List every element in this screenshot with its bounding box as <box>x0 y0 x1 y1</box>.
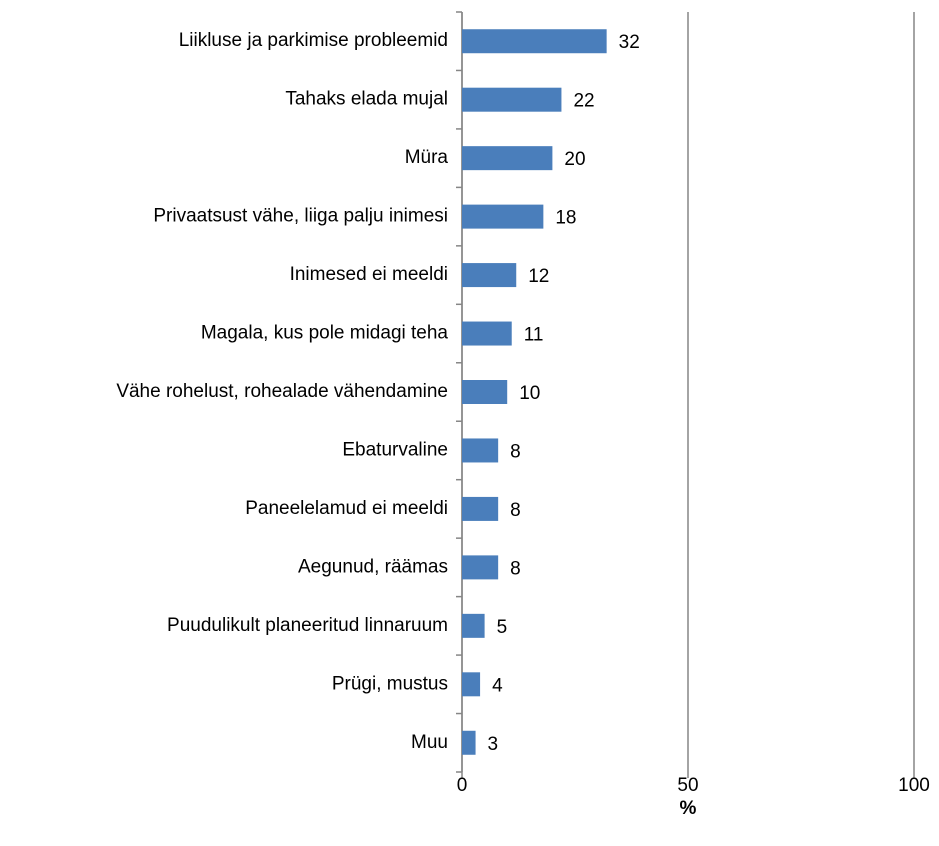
bar <box>462 321 512 346</box>
x-axis-label: % <box>680 798 697 819</box>
value-label: 18 <box>555 208 576 229</box>
y-tick-label: Magala, kus pole midagi teha <box>201 323 449 344</box>
y-tick-label: Privaatsust vähe, liiga palju inimesi <box>153 206 448 227</box>
bar <box>462 263 517 288</box>
y-tick-label: Inimesed ei meeldi <box>290 264 448 285</box>
y-tick-label: Paneelelamud ei meeldi <box>245 498 448 519</box>
y-tick-label: Prügi, mustus <box>332 673 448 694</box>
value-label: 12 <box>528 266 549 287</box>
value-label: 4 <box>492 675 503 696</box>
y-tick-label: Muu <box>411 732 448 753</box>
value-label: 8 <box>510 558 521 579</box>
bar <box>462 730 476 755</box>
bar <box>462 555 499 580</box>
value-label: 8 <box>510 500 521 521</box>
y-tick-label: Tahaks elada mujal <box>285 89 448 110</box>
bar <box>462 204 544 229</box>
bar <box>462 87 562 112</box>
value-label: 22 <box>573 91 594 112</box>
value-label: 20 <box>564 149 585 170</box>
y-tick-label: Liikluse ja parkimise probleemid <box>179 30 448 51</box>
x-tick-label: 0 <box>457 775 468 796</box>
value-label: 32 <box>619 32 640 53</box>
y-tick-label: Puudulikult planeeritud linnaruum <box>167 615 448 636</box>
bar <box>462 672 481 697</box>
value-label: 10 <box>519 383 540 404</box>
y-tick-label: Ebaturvaline <box>342 439 448 460</box>
y-tick-label: Aegunud, räämas <box>298 556 448 577</box>
bar <box>462 438 499 463</box>
value-label: 8 <box>510 441 521 462</box>
bar <box>462 29 607 54</box>
value-label: 3 <box>488 734 499 755</box>
bar <box>462 146 553 171</box>
y-tick-label: Müra <box>405 147 449 168</box>
value-label: 5 <box>497 617 508 638</box>
value-label: 11 <box>524 325 544 346</box>
bar <box>462 613 485 638</box>
y-tick-label: Vähe rohelust, rohealade vähendamine <box>116 381 448 402</box>
x-tick-label: 50 <box>677 775 698 796</box>
x-tick-label: 100 <box>898 775 930 796</box>
bar <box>462 496 499 521</box>
bar <box>462 380 508 404</box>
